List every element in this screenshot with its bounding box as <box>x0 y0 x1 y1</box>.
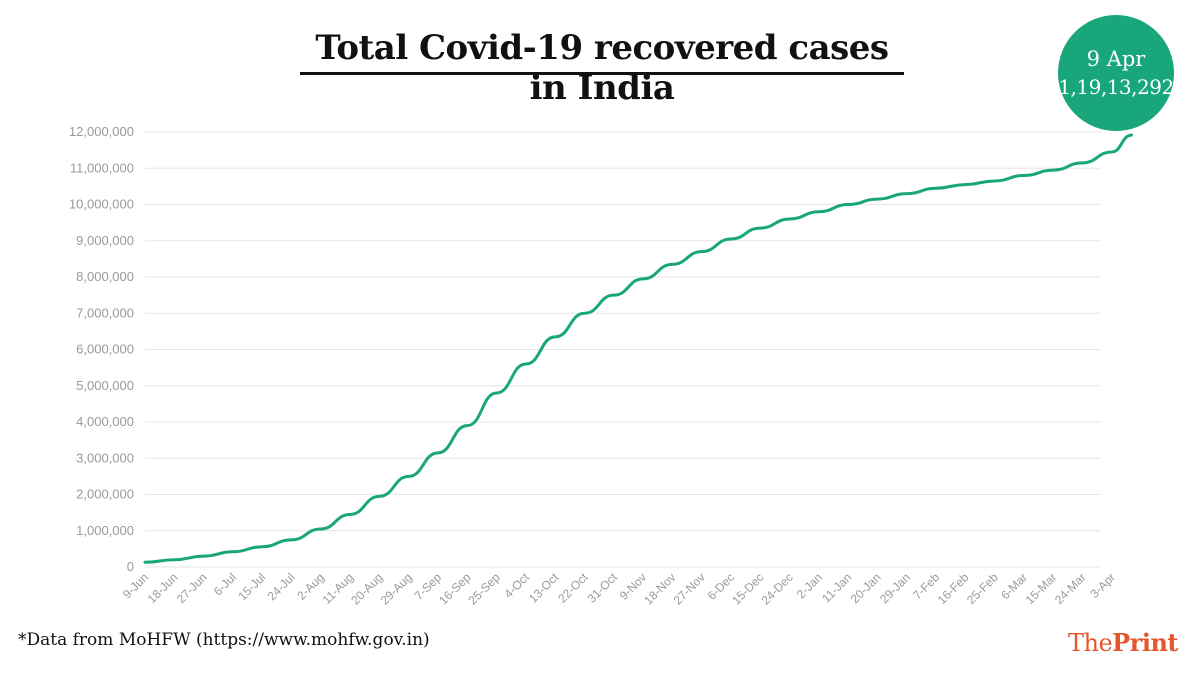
data-point <box>1081 161 1084 165</box>
data-point <box>934 186 938 190</box>
x-tick-label: 24-Mar <box>1052 570 1089 607</box>
data-point <box>524 362 528 366</box>
x-tick-label: 24-Dec <box>758 570 795 607</box>
y-tick-label: 10,000,000 <box>69 197 134 212</box>
x-tick-label: 24-Jul <box>265 570 298 603</box>
x-tick-label: 6-Jul <box>211 570 239 598</box>
x-tick-label: 15-Jul <box>235 570 268 603</box>
y-tick-label: 12,000,000 <box>69 124 134 139</box>
badge-value: 1,19,13,292 <box>1058 75 1174 99</box>
x-tick-label: 16-Feb <box>935 570 972 607</box>
data-point <box>583 312 586 315</box>
data-point <box>466 424 469 427</box>
data-point <box>1022 174 1026 177</box>
data-point <box>905 192 908 195</box>
data-point <box>788 217 791 221</box>
y-tick-label: 9,000,000 <box>76 233 134 248</box>
y-tick-label: 4,000,000 <box>76 414 134 429</box>
x-tick-label: 29-Jan <box>877 570 913 606</box>
data-point <box>173 558 176 561</box>
data-point <box>378 495 381 498</box>
x-tick-label: 18-Nov <box>641 570 678 607</box>
y-tick-label: 8,000,000 <box>76 269 134 284</box>
data-point <box>261 545 264 548</box>
data-point <box>817 210 821 213</box>
data-point <box>436 451 440 455</box>
logo-print: Print <box>1112 628 1179 657</box>
series-line <box>143 133 1133 564</box>
x-tick-label: 22-Oct <box>555 570 591 606</box>
data-point <box>1130 133 1133 137</box>
x-tick-label: 29-Aug <box>378 570 415 607</box>
data-point <box>729 237 733 241</box>
title-underline <box>300 72 904 75</box>
y-tick-label: 3,000,000 <box>76 450 134 465</box>
data-point <box>700 250 703 253</box>
y-tick-label: 2,000,000 <box>76 487 134 502</box>
x-tick-label: 27-Nov <box>671 570 708 607</box>
data-point <box>231 550 235 553</box>
x-tick-label: 15-Mar <box>1023 570 1060 607</box>
data-point <box>964 183 967 186</box>
x-tick-label: 27-Jun <box>174 570 210 606</box>
x-tick-label: 11-Jan <box>819 570 854 605</box>
data-point <box>319 527 322 531</box>
data-point <box>759 226 762 230</box>
data-point <box>671 263 674 266</box>
x-tick-label: 25-Sep <box>465 570 502 607</box>
x-tick-label: 15-Dec <box>729 570 766 607</box>
data-point <box>143 561 147 564</box>
x-tick-label: 16-Sep <box>436 570 473 607</box>
x-tick-label: 20-Aug <box>348 570 385 607</box>
theprint-logo: ThePrint <box>1068 628 1179 657</box>
y-tick-label: 0 <box>127 559 134 574</box>
x-tick-label: 20-Jan <box>848 570 884 606</box>
y-axis-ticks: 0 1,000,000 2,000,000 3,000,000 4,000,000 5,0… <box>69 124 134 574</box>
data-source-footnote: *Data from MoHFW (https://www.mohfw.gov.… <box>18 630 430 650</box>
data-point <box>202 554 205 558</box>
y-tick-label: 7,000,000 <box>76 305 134 320</box>
y-tick-label: 11,000,000 <box>70 160 134 175</box>
x-tick-label: 18-Jun <box>145 570 181 606</box>
data-point <box>495 391 498 395</box>
latest-value-badge: 9 Apr 1,19,13,292 <box>1058 15 1174 131</box>
data-point <box>847 203 850 206</box>
y-tick-label: 5,000,000 <box>76 378 134 393</box>
series-layer <box>143 133 1133 564</box>
data-point <box>993 179 996 183</box>
data-point <box>348 513 352 516</box>
x-tick-label: 31-Oct <box>585 570 621 606</box>
x-tick-label: 13-Oct <box>526 570 562 606</box>
data-point <box>876 197 879 201</box>
y-tick-label: 6,000,000 <box>76 342 134 357</box>
data-point <box>290 538 293 542</box>
data-point <box>1052 168 1055 172</box>
data-point <box>612 293 615 297</box>
data-point <box>554 335 557 339</box>
y-tick-label: 1,000,000 <box>76 523 134 538</box>
data-point <box>1110 150 1114 154</box>
logo-the: The <box>1068 629 1113 657</box>
grid-lines <box>145 131 1100 568</box>
data-point <box>641 277 645 281</box>
x-tick-label: 3-Apr <box>1087 570 1118 601</box>
data-point <box>407 475 410 478</box>
badge-date: 9 Apr <box>1086 47 1146 71</box>
x-tick-label: 25-Feb <box>964 570 1001 607</box>
